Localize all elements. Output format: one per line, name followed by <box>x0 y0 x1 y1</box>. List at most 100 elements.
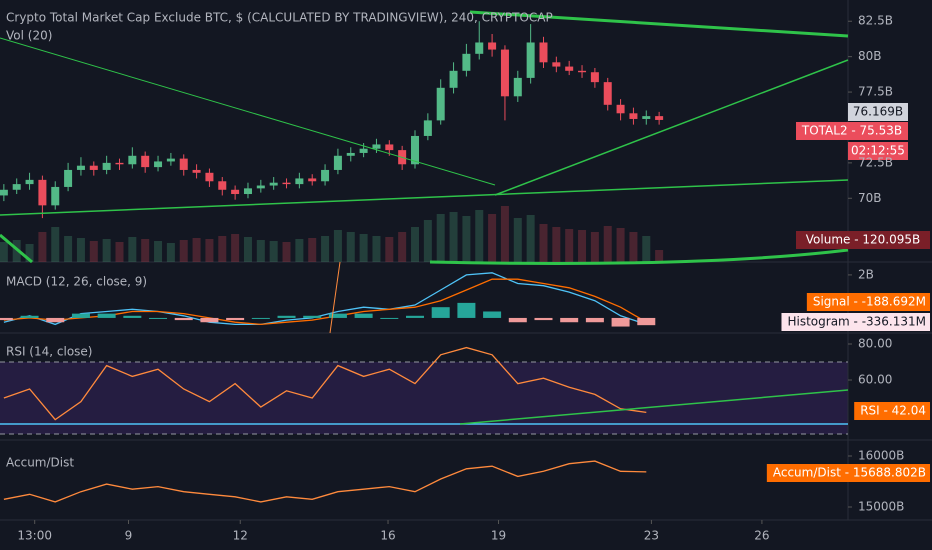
last-value-label: Signal - -188.692M <box>813 295 926 309</box>
candle-body <box>231 189 240 195</box>
candle-body <box>12 184 21 190</box>
volume-bar <box>500 206 509 262</box>
histogram-bar <box>328 313 347 318</box>
candle-body <box>500 49 509 97</box>
y-tick-label: 70B <box>858 191 882 205</box>
candle-body <box>333 155 342 170</box>
volume-bar <box>578 230 587 262</box>
y-tick-label: 80B <box>858 49 882 63</box>
candle-body <box>346 152 355 156</box>
candle-body <box>51 186 60 206</box>
histogram-bar <box>406 315 425 318</box>
volume-bar <box>154 241 163 262</box>
x-tick-label: 19 <box>491 529 506 543</box>
trendline <box>494 59 849 196</box>
volume-bar <box>38 232 47 262</box>
volume-bar <box>385 237 394 262</box>
candle-body <box>513 77 522 97</box>
candle-body <box>141 155 150 168</box>
volume-bar <box>76 238 85 262</box>
trendline <box>329 261 341 334</box>
candle-body <box>308 178 317 182</box>
x-tick-label: 26 <box>754 529 769 543</box>
candle-body <box>616 104 625 114</box>
volume-bar <box>552 227 561 262</box>
volume-bar <box>642 236 651 262</box>
histogram-bar <box>46 317 65 323</box>
candle-body <box>128 155 137 165</box>
last-price-box <box>796 122 908 140</box>
timer: 02:12:55 <box>851 144 905 158</box>
volume-bar <box>526 215 535 262</box>
volume-bar <box>539 224 548 262</box>
volume-bar <box>192 238 201 262</box>
x-tick-label: 23 <box>644 529 659 543</box>
volume-bar <box>231 234 240 262</box>
histogram-bar <box>71 313 90 318</box>
candle-body <box>38 179 47 206</box>
volume-bar <box>488 214 497 262</box>
histogram-bar <box>277 315 296 318</box>
candle-body <box>154 161 163 168</box>
volume-bar <box>308 238 317 262</box>
histogram-bar <box>431 307 450 318</box>
volume-bar <box>372 236 381 262</box>
volume-bar <box>321 236 330 262</box>
volume-bar <box>359 234 368 262</box>
volume-bar <box>346 232 355 262</box>
trendline <box>429 248 849 265</box>
candle-body <box>475 42 484 54</box>
volume-bar <box>295 239 304 262</box>
volume-bar <box>115 242 124 262</box>
candle-body <box>436 87 445 121</box>
candle-body <box>269 182 278 186</box>
marks <box>0 21 848 503</box>
candle-body <box>462 53 471 71</box>
series-line <box>3 346 647 421</box>
volume-bar <box>102 239 111 262</box>
histogram-bar <box>534 317 553 321</box>
y-tick-label: 60.00 <box>858 373 892 387</box>
histogram-bar <box>20 315 39 318</box>
histogram-bar <box>637 317 656 326</box>
candle-body <box>282 182 291 185</box>
volume-bar <box>166 243 175 262</box>
candle-body <box>629 113 638 119</box>
histogram-bar <box>200 317 219 323</box>
volume-bar <box>423 220 432 262</box>
volume-bar <box>0 242 8 262</box>
candle-body <box>321 169 330 182</box>
candle-body <box>578 70 587 73</box>
volume-bar <box>333 230 342 262</box>
volume-bar <box>590 232 599 262</box>
candle-body <box>115 162 124 165</box>
volume-bar <box>513 218 522 262</box>
volume-bar <box>603 226 612 262</box>
candle-body <box>372 144 381 149</box>
candle-body <box>565 66 574 71</box>
candle-body <box>539 42 548 63</box>
volume-bar <box>25 244 34 262</box>
candle-body <box>449 70 458 88</box>
histogram-bar <box>354 313 373 318</box>
candle-body <box>256 185 265 189</box>
last-value-box <box>781 313 930 331</box>
volume-bar <box>655 249 664 262</box>
series-line <box>3 460 647 503</box>
candle-body <box>218 181 227 190</box>
trendline <box>0 233 33 264</box>
y-tick-label: 80.00 <box>858 336 892 350</box>
histogram-bar <box>123 315 142 318</box>
volume-bar <box>141 239 150 262</box>
volume-bar <box>282 242 291 262</box>
candle-body <box>166 158 175 162</box>
candle-body <box>102 162 111 170</box>
candle-body <box>64 169 73 187</box>
x-tick-label: 16 <box>380 529 395 543</box>
histogram-bar <box>483 311 502 318</box>
candle-body <box>192 169 201 173</box>
ad-title: Accum/Dist <box>6 456 74 470</box>
histogram-bar <box>611 317 630 327</box>
volume-bar <box>64 236 73 262</box>
